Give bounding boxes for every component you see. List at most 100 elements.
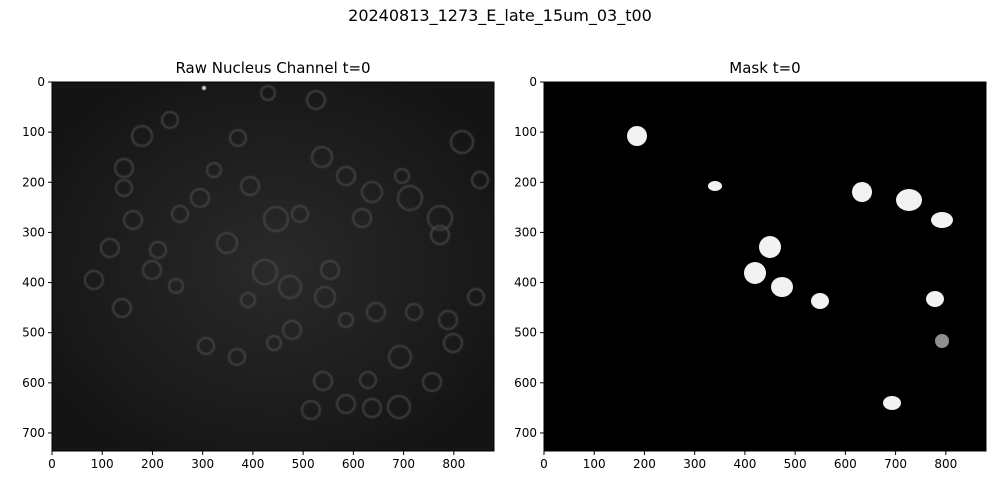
mask-blob <box>744 262 766 284</box>
x-tick-label: 800 <box>442 457 465 471</box>
raw-image-frame <box>51 81 495 452</box>
mask-blob <box>896 189 922 211</box>
faint-nucleus <box>300 399 322 421</box>
mask-blob <box>708 181 722 191</box>
faint-nucleus <box>141 259 163 281</box>
faint-nucleus <box>437 309 459 331</box>
y-tick-label: 0 <box>529 75 537 89</box>
faint-nucleus <box>337 311 355 329</box>
y-tick-label: 600 <box>22 376 45 390</box>
mask-blob <box>931 212 953 228</box>
x-tick-label: 500 <box>784 457 807 471</box>
mask-blobs <box>627 126 953 410</box>
raw-nuclei-layer <box>83 84 490 421</box>
mask-blob <box>759 236 781 258</box>
faint-nucleus <box>421 371 443 393</box>
faint-nucleus <box>148 240 168 260</box>
y-tick-label: 500 <box>22 326 45 340</box>
faint-nucleus <box>99 237 121 259</box>
faint-nucleus <box>442 332 464 354</box>
x-tick-label: 400 <box>241 457 264 471</box>
faint-nucleus <box>111 297 133 319</box>
faint-nucleus <box>265 334 283 352</box>
x-tick-label: 700 <box>884 457 907 471</box>
figure-suptitle: 20240813_1273_E_late_15um_03_t00 <box>348 6 652 25</box>
y-tick-label: 600 <box>514 376 537 390</box>
faint-nucleus <box>251 258 279 286</box>
x-tick-label: 200 <box>141 457 164 471</box>
mask-blob <box>926 291 944 307</box>
x-tick-label: 0 <box>540 457 548 471</box>
faint-nucleus <box>160 110 180 130</box>
right-x-axis: 0 100 200 300 400 500 600 700 800 <box>540 451 957 471</box>
faint-nucleus <box>360 180 384 204</box>
y-tick-label: 500 <box>514 326 537 340</box>
raw-image-panel: 0 100 200 300 400 500 600 700 800 0 100 200 300 400 5… <box>22 75 495 471</box>
faint-nucleus <box>167 277 185 295</box>
faint-nucleus <box>335 393 357 415</box>
y-tick-label: 400 <box>514 276 537 290</box>
faint-nucleus <box>429 224 451 246</box>
faint-nucleus <box>312 370 334 392</box>
faint-nucleus <box>281 319 303 341</box>
x-tick-label: 600 <box>834 457 857 471</box>
mask-frame <box>543 81 987 452</box>
faint-nucleus <box>466 287 486 307</box>
y-tick-label: 0 <box>37 75 45 89</box>
faint-nucleus <box>277 274 303 300</box>
left-y-axis: 0 100 200 300 400 500 600 700 <box>22 75 52 440</box>
mask-blob <box>852 182 872 202</box>
faint-nucleus <box>262 205 290 233</box>
faint-nucleus <box>386 394 412 420</box>
mask-image-panel: 0 100 200 300 400 500 600 700 800 0 100 200 300 400 5… <box>514 75 987 471</box>
x-tick-label: 200 <box>633 457 656 471</box>
mask-blob <box>771 277 793 297</box>
faint-nucleus <box>130 124 154 148</box>
faint-nucleus <box>290 204 310 224</box>
faint-nucleus <box>404 302 424 322</box>
faint-nucleus <box>215 231 239 255</box>
faint-nucleus <box>239 175 261 197</box>
x-tick-label: 800 <box>934 457 957 471</box>
x-tick-label: 100 <box>583 457 606 471</box>
y-tick-label: 200 <box>22 175 45 189</box>
faint-nucleus <box>319 259 341 281</box>
faint-nucleus <box>310 145 334 169</box>
mask-blob <box>811 293 829 309</box>
x-tick-label: 500 <box>292 457 315 471</box>
faint-nucleus <box>189 187 211 209</box>
faint-nucleus <box>170 204 190 224</box>
mask-blob <box>627 126 647 146</box>
faint-nucleus <box>259 84 277 102</box>
faint-nucleus <box>387 344 413 370</box>
faint-nucleus <box>449 129 475 155</box>
left-x-axis: 0 100 200 300 400 500 600 700 800 <box>48 451 465 471</box>
x-tick-label: 400 <box>733 457 756 471</box>
y-tick-label: 700 <box>22 426 45 440</box>
faint-nucleus <box>351 207 373 229</box>
faint-nucleus <box>239 291 257 309</box>
mask-background <box>544 82 986 451</box>
faint-nucleus <box>396 184 424 212</box>
y-tick-label: 200 <box>514 175 537 189</box>
faint-nucleus <box>335 165 357 187</box>
left-panel-title: Raw Nucleus Channel t=0 <box>175 59 371 77</box>
x-tick-label: 300 <box>191 457 214 471</box>
faint-nucleus <box>470 170 490 190</box>
y-tick-label: 300 <box>22 225 45 239</box>
right-panel-title: Mask t=0 <box>729 59 801 77</box>
faint-nucleus <box>228 128 248 148</box>
x-tick-label: 700 <box>392 457 415 471</box>
faint-nucleus <box>365 301 387 323</box>
faint-nucleus <box>113 157 135 179</box>
mask-blob <box>883 396 901 410</box>
x-tick-label: 600 <box>342 457 365 471</box>
faint-nucleus <box>393 167 411 185</box>
faint-nucleus <box>227 347 247 367</box>
x-tick-label: 100 <box>91 457 114 471</box>
faint-nucleus <box>361 397 383 419</box>
mask-blob-dim <box>935 334 949 348</box>
faint-nucleus <box>83 269 105 291</box>
faint-nucleus <box>114 178 134 198</box>
